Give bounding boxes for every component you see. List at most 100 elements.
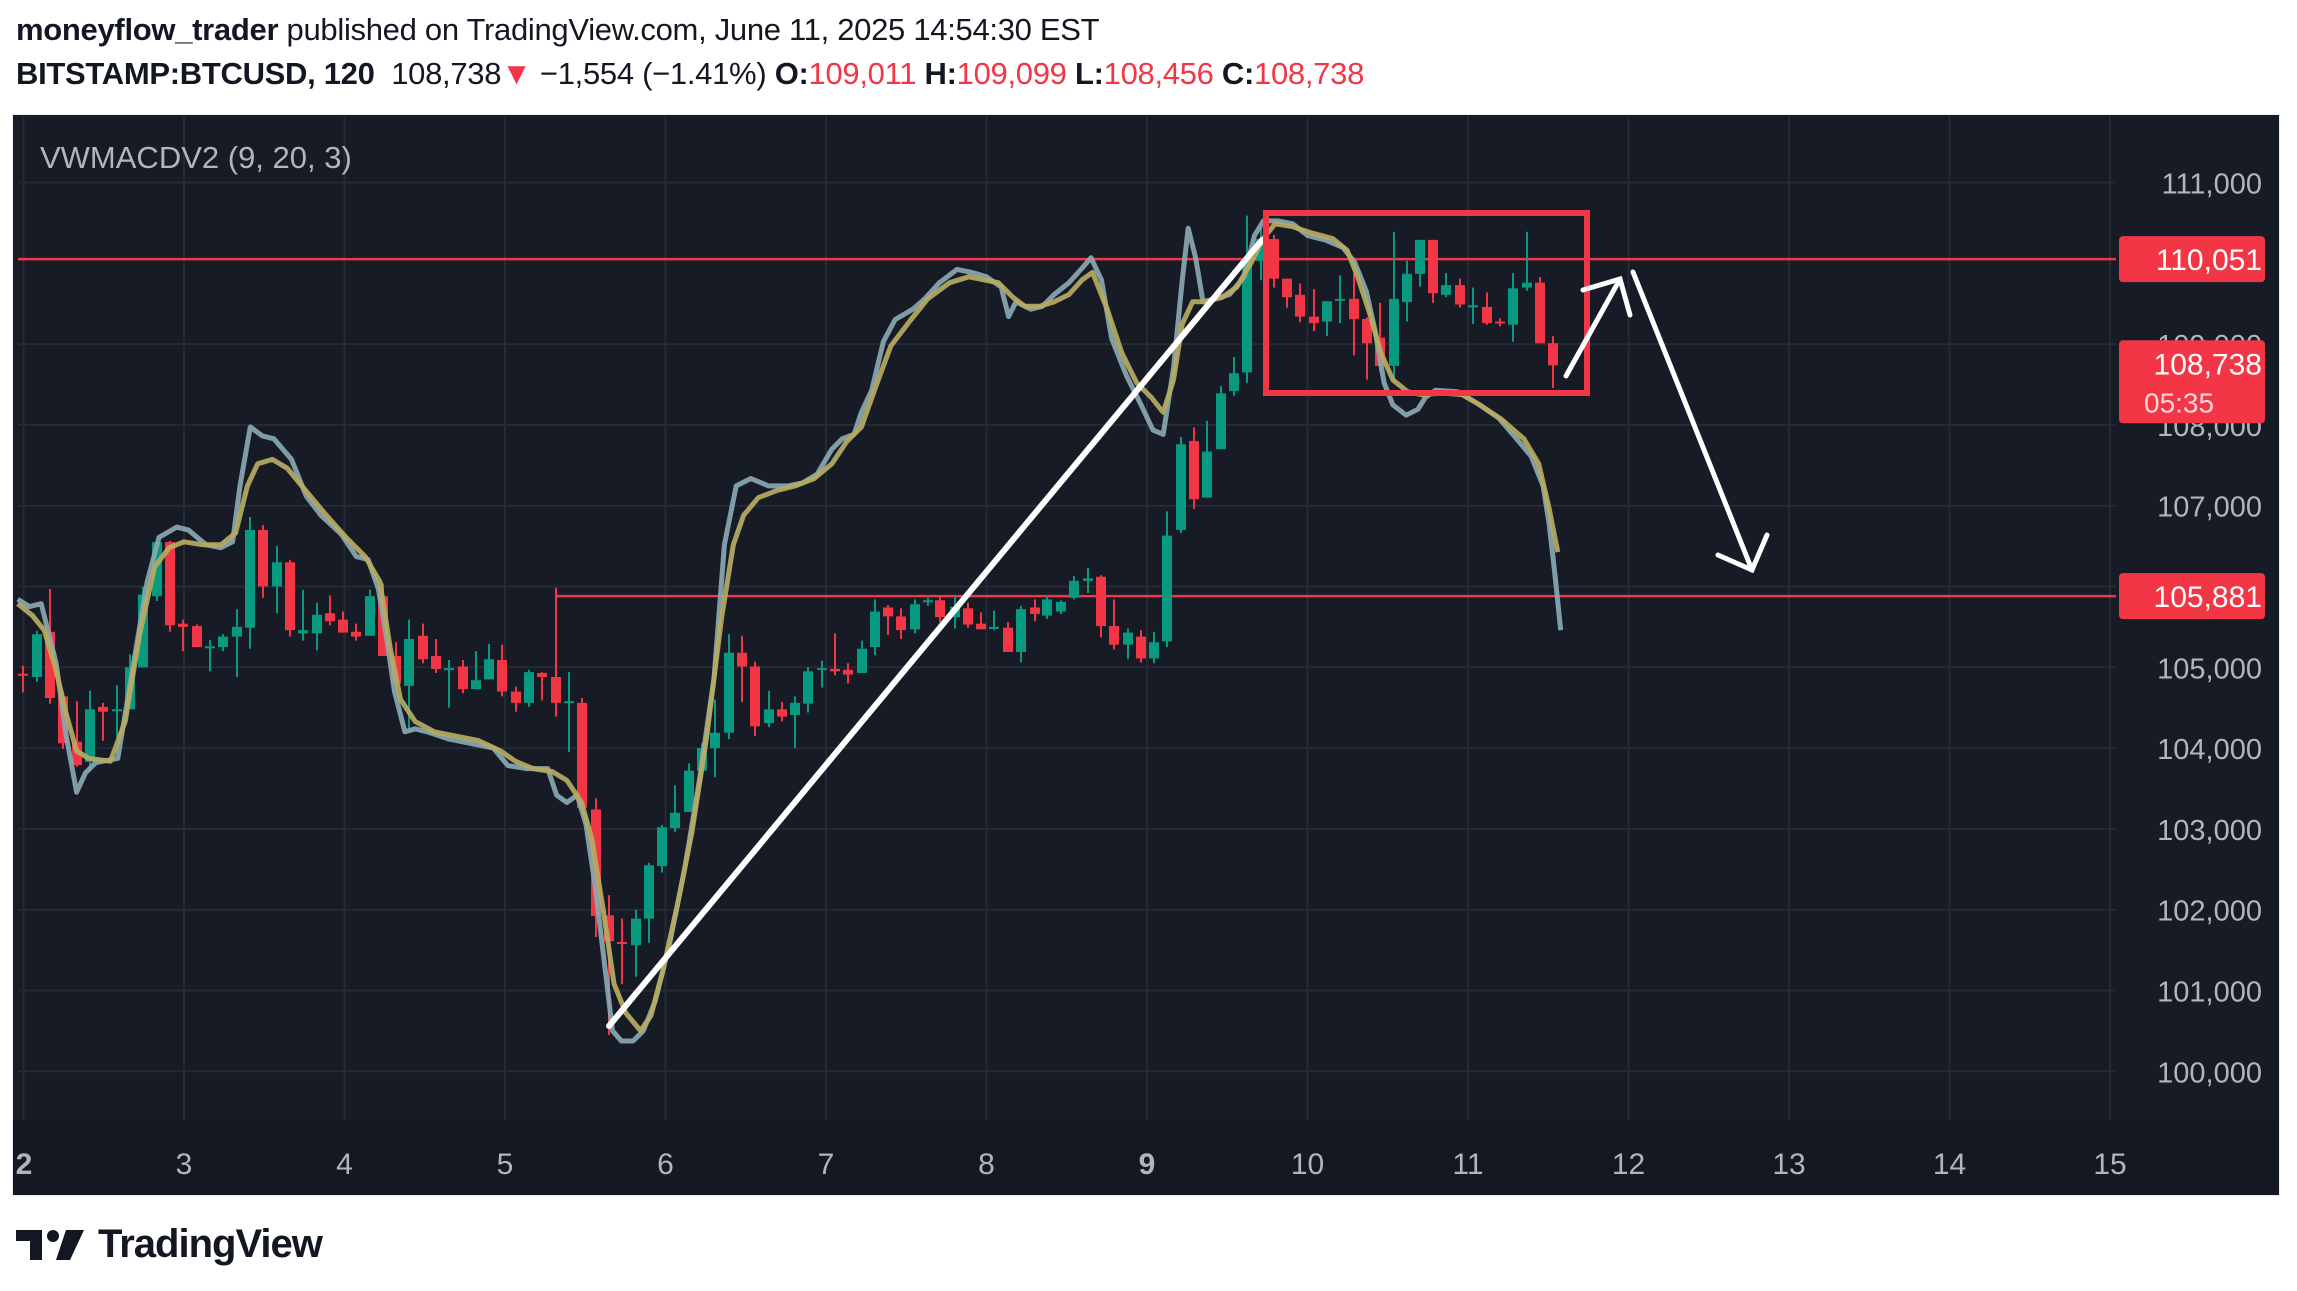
candle	[165, 540, 175, 632]
candle-body	[617, 942, 627, 945]
candle	[657, 824, 667, 873]
candle	[857, 640, 867, 673]
candle	[631, 909, 641, 977]
time-tick-label: 2	[16, 1148, 33, 1181]
candle-body	[935, 600, 945, 618]
candle	[218, 634, 228, 652]
arrow-up-icon[interactable]	[1563, 275, 1633, 379]
symbol-info: BITSTAMP:BTCUSD, 120 108,738▼ −1,554 (−1…	[16, 56, 1364, 92]
signal-line	[16, 221, 1561, 1034]
candle-body	[1309, 316, 1319, 324]
consolidation-box[interactable]	[1263, 210, 1590, 396]
candle	[298, 589, 308, 641]
time-axis[interactable]: 2 3 4 5 6 7 8 9 10 11 12 13 14 15	[16, 1148, 2127, 1181]
indicator-label[interactable]: VWMACDV2 (9, 20, 3)	[40, 140, 352, 175]
candle-body	[1109, 626, 1119, 645]
candle	[1349, 273, 1359, 356]
tradingview-logo[interactable]: TradingView	[16, 1222, 323, 1267]
candle	[98, 702, 108, 741]
candle	[750, 661, 760, 736]
candle-body	[1349, 298, 1359, 320]
candle	[232, 609, 242, 677]
trend-line[interactable]	[606, 237, 1265, 1029]
candle	[1389, 231, 1399, 383]
candle-body	[232, 626, 242, 637]
price-change: −1,554 (−1.41%)	[539, 56, 767, 91]
candle-body	[312, 614, 322, 634]
candle	[790, 696, 800, 749]
price-badge[interactable]	[2119, 236, 2265, 283]
candle	[272, 546, 282, 614]
candle-body	[1149, 642, 1159, 659]
candle	[910, 599, 920, 634]
candle	[817, 660, 827, 688]
vwmacd-lines	[16, 218, 1564, 1044]
candle-body	[1389, 298, 1399, 366]
candle	[989, 610, 999, 631]
brand-name: TradingView	[98, 1222, 323, 1266]
candle-body	[1548, 343, 1558, 366]
candle	[644, 862, 654, 943]
candle-body	[1083, 578, 1093, 581]
candle	[112, 685, 122, 738]
candle-body	[1402, 273, 1412, 303]
candle-body	[1295, 294, 1305, 317]
candle	[764, 690, 774, 728]
candle-body	[684, 770, 694, 812]
candle	[617, 918, 627, 985]
candle-body	[803, 671, 813, 704]
candle-body	[1455, 285, 1465, 305]
countdown-timer: 05:35	[2144, 387, 2214, 418]
time-tick-label: 15	[2093, 1148, 2126, 1181]
candle	[1482, 292, 1492, 325]
candle-body	[923, 600, 933, 603]
candle	[1535, 277, 1545, 344]
candle	[1136, 630, 1146, 663]
candle	[365, 589, 375, 636]
arrow-down-icon[interactable]	[1630, 269, 1770, 574]
candle-body	[963, 608, 973, 625]
candle-body	[564, 701, 574, 704]
candle	[444, 660, 454, 708]
candle	[1428, 239, 1438, 303]
candle-body	[1056, 601, 1066, 612]
candle	[325, 595, 335, 626]
candle	[18, 665, 28, 693]
candle-body	[764, 709, 774, 724]
candle	[1282, 278, 1292, 308]
candle	[883, 605, 893, 635]
candle	[1402, 260, 1412, 322]
candle	[935, 597, 945, 623]
drawings[interactable]	[606, 210, 1770, 1029]
candle-body	[1428, 239, 1438, 294]
price-axis[interactable]: 111,000109,000108,000107,000106,000105,0…	[2119, 169, 2265, 1090]
price-tick-label: 101,000	[2157, 977, 2262, 1009]
candle-body	[18, 673, 28, 676]
candle-body	[1495, 321, 1505, 324]
low-label: L:	[1074, 56, 1104, 91]
candle	[564, 672, 574, 753]
horizontal-levels[interactable]	[18, 257, 2116, 598]
candle	[1335, 275, 1345, 324]
candle	[923, 597, 933, 606]
candle-body	[577, 702, 587, 808]
candle-body	[1415, 239, 1425, 274]
candle-body	[830, 668, 840, 672]
price-badge[interactable]	[2119, 573, 2265, 620]
candle-body	[1096, 576, 1106, 627]
author-name[interactable]: moneyflow_trader	[16, 12, 279, 47]
candle	[285, 559, 295, 637]
candle	[1229, 357, 1239, 396]
candle-body	[1535, 282, 1545, 344]
price-badge[interactable]	[2119, 340, 2265, 424]
candle-body	[1482, 306, 1492, 324]
candle-body	[910, 604, 920, 630]
low-value: 108,456	[1103, 56, 1214, 91]
candle	[551, 589, 561, 717]
candle	[1242, 215, 1252, 383]
candle	[484, 643, 494, 680]
candle	[1508, 272, 1518, 342]
candle-body	[976, 623, 986, 630]
candle	[418, 623, 428, 664]
